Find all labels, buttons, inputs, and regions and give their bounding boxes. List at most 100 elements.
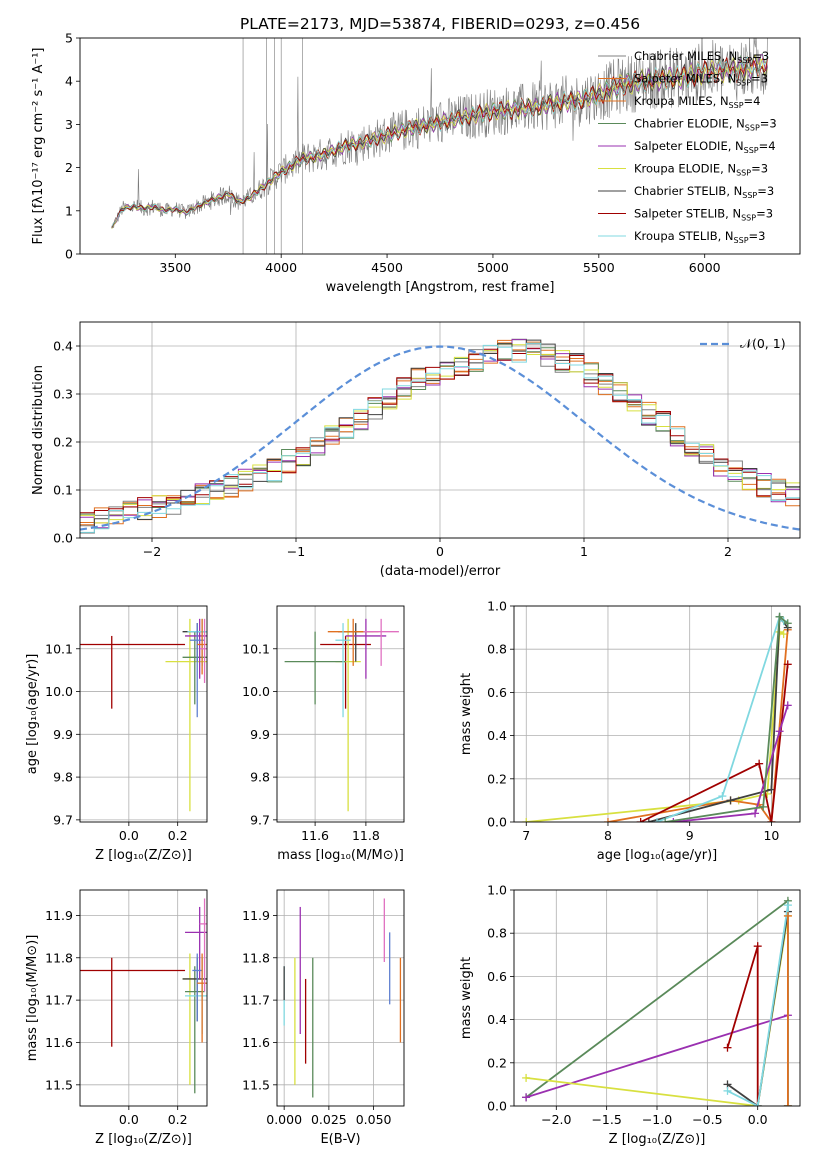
spectrum-legend: Chabrier MILES, NSSP=3 Salpeter MILES, NS… — [598, 49, 777, 245]
y-tick-label: 11.8 — [242, 950, 270, 965]
y-tick-label: 9.9 — [250, 727, 270, 742]
y-tick-label: 4 — [65, 74, 73, 89]
figure-title: PLATE=2173, MJD=53874, FIBERID=0293, z=0… — [240, 15, 640, 33]
x-tick-label: 9 — [686, 828, 694, 843]
spectrum-data-line — [111, 38, 768, 229]
weight-marker — [718, 792, 727, 801]
errorbar-point — [192, 953, 203, 1022]
y-tick-label: 1.0 — [487, 883, 507, 898]
errorbar-point — [284, 631, 346, 705]
weight-marker — [767, 818, 776, 822]
x-tick-label: 5000 — [477, 260, 509, 275]
x-tick-label: 7 — [522, 828, 530, 843]
y-tick-label: 0.0 — [487, 815, 507, 830]
y-tick-label: 0.8 — [487, 926, 507, 941]
x-tick-label: 1 — [580, 544, 588, 559]
y-tick-label: 0.0 — [53, 531, 73, 546]
y-tick-label: 0.4 — [487, 728, 507, 743]
normal-curve — [80, 345, 800, 531]
weight-marker — [755, 759, 764, 768]
x-axis-label: (data-model)/error — [380, 564, 501, 579]
errorbar-point — [345, 618, 387, 679]
y-tick-label: 11.7 — [242, 993, 270, 1008]
y-tick-label: 11.6 — [242, 1035, 270, 1050]
legend-entry: Salpeter MILES, NSSP=3 — [634, 72, 768, 88]
y-axis-label: mass [log₁₀(M/M⊙)] — [25, 935, 40, 1062]
x-tick-label: 11.8 — [352, 828, 380, 843]
y-tick-label: 10.0 — [242, 684, 270, 699]
weight-marker — [522, 1073, 531, 1082]
errorbar-point — [185, 906, 207, 979]
errorbar-point — [199, 898, 207, 992]
weight-marker — [783, 619, 792, 628]
grid-lines — [277, 890, 404, 1106]
x-tick-label: 6000 — [689, 260, 721, 275]
data-layer — [80, 898, 207, 1094]
plot-weight-vs-z: −2.0 −1.5 −1.0 −0.5 0.0 0.0 0.2 0.4 0.6 0.8 1.0 Z [… — [459, 883, 801, 1147]
plot-background — [514, 606, 800, 822]
legend-entry: Kroupa MILES, NSSP=4 — [634, 94, 760, 110]
x-axis-label: Z [log₁₀(Z/Z⊙)] — [95, 848, 192, 863]
x-tick-label: −1.5 — [591, 1112, 621, 1127]
legend-entry: Salpeter ELODIE, NSSP=4 — [634, 139, 776, 155]
weight-marker — [723, 1086, 732, 1095]
x-tick-label: 0.0 — [748, 1112, 768, 1127]
x-tick-label: −1 — [287, 544, 305, 559]
y-tick-label: 9.7 — [250, 812, 270, 827]
weight-line — [665, 615, 789, 822]
plot-age-vs-mass: 11.6 11.8 9.7 9.8 9.9 10.0 10.1 mass [log₁₀(M/M… — [242, 605, 405, 863]
y-tick-label: 1 — [65, 203, 73, 218]
y-tick-label: 9.8 — [53, 770, 73, 785]
histogram-kroupa-stelib — [80, 342, 800, 533]
errorbar-point — [182, 631, 207, 705]
plot-mass-vs-z: 0.0 0.2 11.5 11.6 11.7 11.8 11.9 Z [log₁₀(Z/Z⊙)… — [25, 889, 208, 1147]
weight-marker — [661, 818, 670, 822]
y-tick-label: 9.8 — [250, 770, 270, 785]
weight-marker — [775, 612, 784, 621]
y-tick-label: 0 — [65, 247, 73, 262]
data-layer — [522, 896, 792, 1106]
y-tick-label: 9.9 — [53, 727, 73, 742]
plot-age-vs-z: 0.0 0.2 9.7 9.8 9.9 10.0 10.1 Z [log₁₀(Z/Z⊙)] ag… — [25, 605, 208, 863]
errorbar-point — [335, 623, 351, 718]
data-layer — [522, 612, 792, 822]
y-axis-label: age [log₁₀(age/yr)] — [25, 654, 40, 775]
errorbar-point — [185, 966, 205, 1094]
y-tick-label: 11.5 — [45, 1077, 73, 1092]
x-tick-label: −1.0 — [642, 1112, 672, 1127]
x-tick-label: 11.6 — [301, 828, 329, 843]
grid-lines — [80, 890, 207, 1106]
data-layer — [111, 38, 768, 254]
weight-marker — [636, 818, 645, 822]
weight-marker — [783, 701, 792, 710]
legend-entry: Chabrier MILES, NSSP=3 — [634, 49, 769, 65]
plot-mass-vs-ebv: 0.000 0.025 0.050 11.5 11.6 11.7 11.8 11.9 E(B-V… — [242, 889, 405, 1147]
weight-marker — [669, 818, 678, 822]
errorbar-point — [363, 618, 399, 666]
grid-lines — [80, 606, 207, 822]
x-tick-label: 5500 — [583, 260, 615, 275]
legend-entry: 𝒩(0, 1) — [740, 336, 786, 351]
x-axis-label: Z [log₁₀(Z/Z⊙)] — [609, 1132, 706, 1147]
x-tick-label: 3500 — [159, 260, 191, 275]
model-line-kroupa-stelib — [111, 54, 768, 227]
plot-background — [80, 606, 207, 822]
plot-frame — [79, 321, 801, 539]
x-tick-label: 0 — [436, 544, 444, 559]
plot-frame — [276, 889, 405, 1107]
x-axis-label: E(B-V) — [320, 1132, 360, 1147]
x-tick-label: 4000 — [265, 260, 297, 275]
legend-entry: Salpeter STELIB, NSSP=3 — [634, 207, 773, 223]
legend-entry: Kroupa ELODIE, NSSP=3 — [634, 162, 768, 178]
weight-marker — [783, 901, 792, 910]
y-axis-label: mass weight — [459, 957, 474, 1039]
data-layer — [283, 898, 402, 1098]
legend-entry: Kroupa STELIB, NSSP=3 — [634, 229, 765, 245]
x-tick-label: 10 — [763, 828, 779, 843]
data-layer — [80, 618, 207, 812]
x-axis-label: Z [log₁₀(Z/Z⊙)] — [95, 1132, 192, 1147]
weight-marker — [751, 809, 760, 818]
x-tick-label: −0.5 — [692, 1112, 722, 1127]
x-tick-label: 2 — [724, 544, 732, 559]
